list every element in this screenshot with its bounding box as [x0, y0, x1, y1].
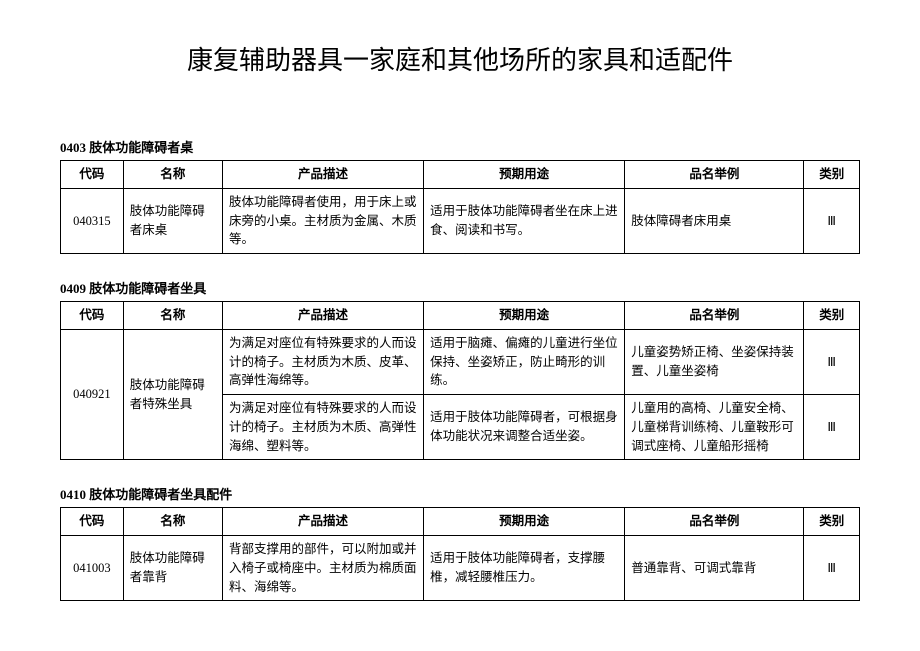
column-header: 代码 — [61, 508, 124, 536]
cell-code: 040921 — [61, 329, 124, 460]
table-row: 040315肢体功能障碍者床桌肢体功能障碍者使用，用于床上或床旁的小桌。主材质为… — [61, 188, 860, 253]
cell-category: Ⅲ — [804, 536, 860, 601]
table-row: 041003肢体功能障碍者靠背背部支撑用的部件，可以附加或并入椅子或椅座中。主材… — [61, 536, 860, 601]
cell-example: 肢体障碍者床用桌 — [625, 188, 804, 253]
column-header: 产品描述 — [222, 161, 423, 189]
cell-use: 适用于肢体功能障碍者坐在床上进食、阅读和书写。 — [424, 188, 625, 253]
column-header: 预期用途 — [424, 302, 625, 330]
sections-container: 0403 肢体功能障碍者桌代码名称产品描述预期用途品名举例类别040315肢体功… — [60, 137, 860, 601]
column-header: 品名举例 — [625, 508, 804, 536]
cell-example: 儿童姿势矫正椅、坐姿保持装置、儿童坐姿椅 — [625, 329, 804, 394]
column-header: 代码 — [61, 302, 124, 330]
cell-desc: 为满足对座位有特殊要求的人而设计的椅子。主材质为木质、高弹性海绵、塑料等。 — [222, 395, 423, 460]
cell-use: 适用于脑瘫、偏瘫的儿童进行坐位保持、坐姿矫正，防止畸形的训练。 — [424, 329, 625, 394]
cell-category: Ⅲ — [804, 395, 860, 460]
table-row: 040921肢体功能障碍者特殊坐具为满足对座位有特殊要求的人而设计的椅子。主材质… — [61, 329, 860, 394]
column-header: 产品描述 — [222, 508, 423, 536]
section-heading: 0403 肢体功能障碍者桌 — [60, 137, 860, 156]
data-table: 代码名称产品描述预期用途品名举例类别040315肢体功能障碍者床桌肢体功能障碍者… — [60, 160, 860, 254]
column-header: 预期用途 — [424, 508, 625, 536]
data-table: 代码名称产品描述预期用途品名举例类别040921肢体功能障碍者特殊坐具为满足对座… — [60, 301, 860, 460]
cell-use: 适用于肢体功能障碍者，可根据身体功能状况来调整合适坐姿。 — [424, 395, 625, 460]
section-heading: 0409 肢体功能障碍者坐具 — [60, 278, 860, 297]
cell-name: 肢体功能障碍者床桌 — [123, 188, 222, 253]
cell-category: Ⅲ — [804, 329, 860, 394]
page-title: 康复辅助器具一家庭和其他场所的家具和适配件 — [60, 40, 860, 77]
cell-example: 儿童用的高椅、儿童安全椅、儿童梯背训练椅、儿童鞍形可调式座椅、儿童船形摇椅 — [625, 395, 804, 460]
data-table: 代码名称产品描述预期用途品名举例类别041003肢体功能障碍者靠背背部支撑用的部… — [60, 507, 860, 601]
column-header: 品名举例 — [625, 161, 804, 189]
cell-code: 041003 — [61, 536, 124, 601]
cell-code: 040315 — [61, 188, 124, 253]
cell-category: Ⅲ — [804, 188, 860, 253]
column-header: 类别 — [804, 161, 860, 189]
column-header: 预期用途 — [424, 161, 625, 189]
cell-desc: 背部支撑用的部件，可以附加或并入椅子或椅座中。主材质为棉质面料、海绵等。 — [222, 536, 423, 601]
cell-use: 适用于肢体功能障碍者，支撑腰椎，减轻腰椎压力。 — [424, 536, 625, 601]
cell-example: 普通靠背、可调式靠背 — [625, 536, 804, 601]
column-header: 产品描述 — [222, 302, 423, 330]
cell-desc: 肢体功能障碍者使用，用于床上或床旁的小桌。主材质为金属、木质等。 — [222, 188, 423, 253]
column-header: 品名举例 — [625, 302, 804, 330]
cell-name: 肢体功能障碍者靠背 — [123, 536, 222, 601]
column-header: 名称 — [123, 302, 222, 330]
column-header: 类别 — [804, 302, 860, 330]
column-header: 类别 — [804, 508, 860, 536]
column-header: 名称 — [123, 161, 222, 189]
column-header: 名称 — [123, 508, 222, 536]
cell-desc: 为满足对座位有特殊要求的人而设计的椅子。主材质为木质、皮革、高弹性海绵等。 — [222, 329, 423, 394]
section-heading: 0410 肢体功能障碍者坐具配件 — [60, 484, 860, 503]
cell-name: 肢体功能障碍者特殊坐具 — [123, 329, 222, 460]
column-header: 代码 — [61, 161, 124, 189]
